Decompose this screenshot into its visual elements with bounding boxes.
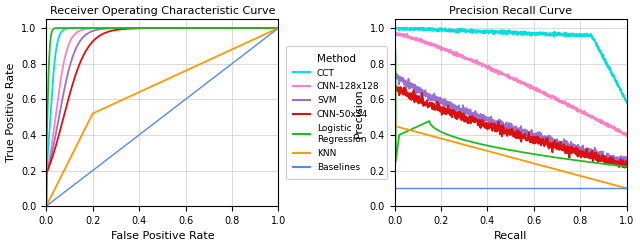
Legend: CCT, CNN-128x128, SVM, CNN-50x34, Logistic
Regression, KNN, Baselines: CCT, CNN-128x128, SVM, CNN-50x34, Logist… [286, 46, 387, 179]
X-axis label: Recall: Recall [494, 231, 527, 242]
Title: Receiver Operating Characteristic Curve: Receiver Operating Characteristic Curve [49, 5, 275, 16]
Y-axis label: True Positive Rate: True Positive Rate [6, 63, 15, 162]
Title: Precision Recall Curve: Precision Recall Curve [449, 5, 572, 16]
Y-axis label: Precision: Precision [354, 88, 364, 138]
X-axis label: False Positive Rate: False Positive Rate [111, 231, 214, 242]
